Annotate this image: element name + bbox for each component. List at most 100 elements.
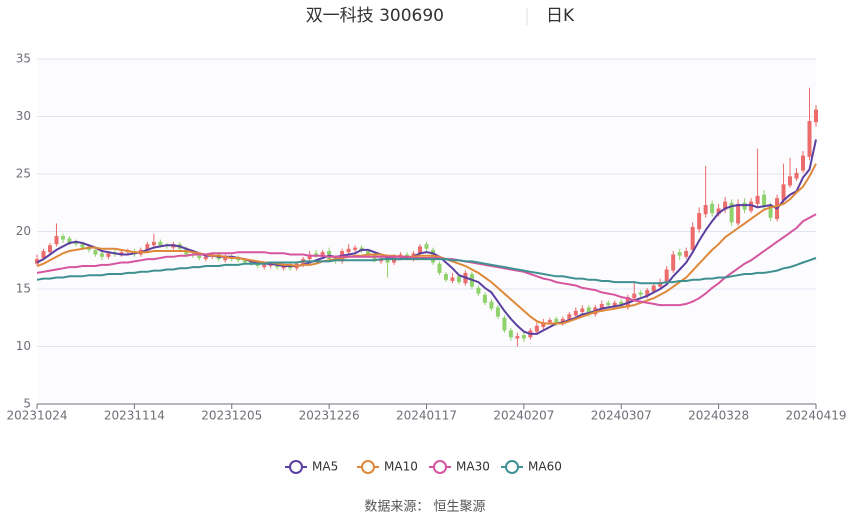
candle-body	[346, 248, 351, 253]
candle-body	[788, 176, 793, 186]
candle-body	[379, 259, 384, 262]
legend-text: MA5	[312, 460, 338, 474]
legend-text: MA30	[456, 460, 490, 474]
candle-body	[521, 335, 526, 339]
candle-body	[249, 261, 254, 264]
x-tick-label: 20231226	[299, 409, 360, 423]
candle-body	[560, 318, 565, 324]
candle-body	[651, 285, 656, 292]
x-tick-label: 20231205	[201, 409, 262, 423]
candle-body	[690, 226, 695, 250]
candle-body	[612, 302, 617, 307]
candle-body	[567, 314, 572, 321]
candle-body	[314, 253, 319, 256]
legend-text: MA10	[384, 460, 418, 474]
candle-body	[729, 202, 734, 223]
candle-body	[781, 184, 786, 201]
candle-body	[80, 244, 85, 248]
candle-body	[599, 303, 604, 309]
candle-body	[372, 255, 377, 261]
candle-body	[801, 155, 806, 171]
x-tick-label: 20240419	[785, 409, 846, 423]
candle-body	[554, 318, 559, 324]
candle-body	[385, 259, 390, 263]
candle-body	[716, 208, 721, 215]
candle-body	[814, 109, 818, 123]
candle-body	[495, 307, 500, 317]
candle-body	[502, 317, 507, 331]
candle-body	[268, 263, 273, 266]
candle-body	[47, 245, 52, 253]
candle-body	[353, 247, 358, 250]
candle-body	[67, 238, 72, 243]
y-tick-label: 30	[16, 109, 31, 123]
candle-body	[262, 264, 267, 268]
chart-subtitle: 日K	[546, 6, 575, 26]
candle-body	[580, 308, 585, 312]
candle-body	[151, 241, 156, 246]
candle-body	[619, 301, 624, 307]
candle-body	[119, 252, 124, 255]
candle-body	[418, 246, 423, 254]
candle-body	[242, 260, 247, 263]
legend-text: MA60	[528, 460, 562, 474]
candle-body	[755, 195, 760, 204]
candle-body	[768, 205, 773, 218]
candle-body	[684, 251, 689, 257]
candle-body	[93, 249, 98, 255]
candle-body	[723, 201, 728, 210]
candle-body	[762, 194, 767, 207]
candle-body	[450, 277, 455, 281]
candle-body	[645, 290, 650, 296]
candle-body	[366, 251, 371, 256]
candle-body	[223, 256, 228, 261]
x-tick-label: 20240117	[396, 409, 457, 423]
candle-body	[677, 252, 682, 256]
candle-body	[541, 322, 546, 327]
candle-body	[236, 257, 241, 261]
candle-body	[456, 276, 461, 283]
ma-line	[36, 163, 817, 325]
candle-body	[158, 241, 163, 246]
candle-body	[794, 172, 799, 179]
candle-body	[710, 203, 715, 214]
ma-line	[36, 213, 817, 307]
y-tick-label: 25	[16, 167, 31, 181]
y-tick-label: 35	[16, 52, 31, 66]
y-tick-label: 10	[16, 339, 31, 353]
ma-line	[36, 257, 817, 285]
candle-body	[255, 263, 260, 266]
candle-body	[437, 263, 442, 273]
candle-body	[476, 287, 481, 294]
candle-body	[54, 236, 59, 245]
candle-body	[515, 336, 520, 339]
candle-body	[573, 310, 578, 316]
candle-body	[99, 253, 104, 257]
candle-body	[742, 202, 747, 210]
chart-title: 双一科技 300690	[306, 6, 444, 26]
candle-body	[106, 253, 111, 257]
candle-body	[671, 254, 676, 271]
candle-body	[638, 292, 643, 295]
x-tick-label: 20231024	[6, 409, 67, 423]
candle-body	[703, 205, 708, 215]
ma-line	[36, 139, 817, 335]
x-tick-label: 20231114	[104, 409, 165, 423]
candle-body	[632, 293, 637, 299]
legend-icon	[289, 460, 303, 474]
legend-icon	[433, 460, 447, 474]
candle-body	[658, 282, 663, 287]
candle-body	[60, 236, 65, 240]
candle-body	[307, 254, 312, 260]
candle-body	[482, 294, 487, 303]
candle-body	[508, 330, 513, 338]
candle-body	[41, 251, 46, 258]
candle-body	[203, 256, 208, 260]
candle-body	[749, 201, 754, 211]
candle-body	[281, 266, 286, 269]
candle-body	[424, 244, 429, 249]
y-tick-label: 20	[16, 224, 31, 238]
candle-body	[547, 320, 552, 323]
candle-body	[145, 244, 150, 250]
